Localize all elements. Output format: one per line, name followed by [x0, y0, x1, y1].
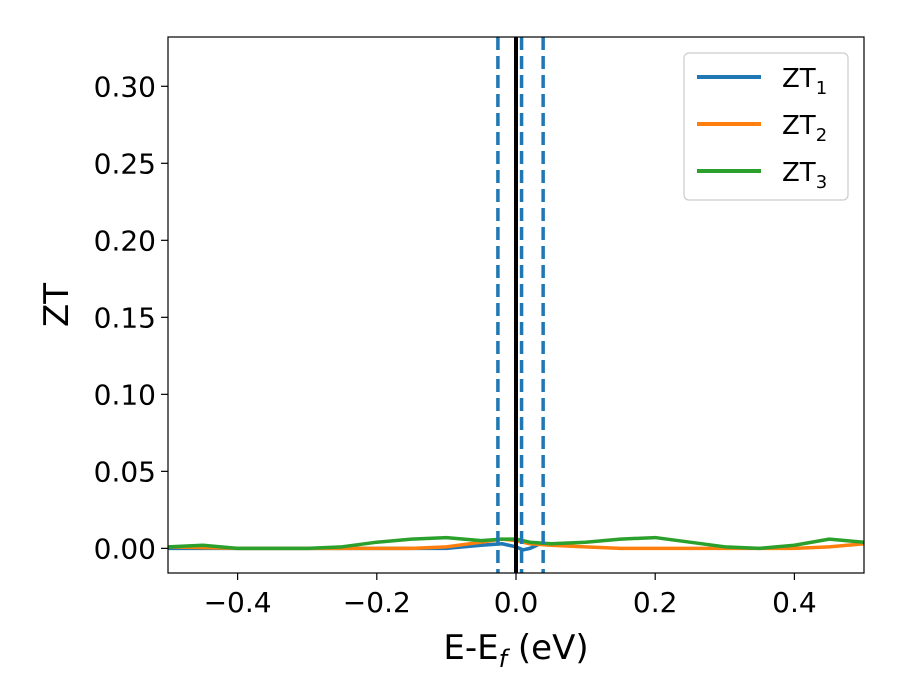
- x-tick-label: 0.2: [633, 586, 678, 619]
- legend-frame: [683, 52, 849, 201]
- x-tick-label: 0.4: [772, 586, 817, 619]
- x-axis-title-unit: (eV): [507, 628, 589, 668]
- y-tick-label: 0.15: [94, 301, 156, 334]
- y-tick-label: 0.25: [94, 147, 156, 180]
- legend: ZT1 ZT2 ZT3: [683, 52, 849, 201]
- legend-label-zt3: ZT3: [782, 158, 827, 193]
- x-tick-label: −0.4: [204, 586, 272, 619]
- x-tick-label: 0.0: [494, 586, 539, 619]
- legend-label-zt2: ZT2: [782, 111, 827, 146]
- x-axis-title: E-Ef (eV): [443, 628, 588, 673]
- y-axis-title: ZT: [37, 283, 77, 327]
- legend-label-zt1: ZT1: [782, 64, 827, 99]
- y-ticks: 0.00 0.05 0.10 0.15 0.20 0.25 0.30: [94, 70, 168, 565]
- x-ticks: −0.4 −0.2 0.0 0.2 0.4: [204, 573, 817, 619]
- y-tick-label: 0.05: [94, 455, 156, 488]
- y-tick-label: 0.20: [94, 224, 156, 257]
- y-tick-label: 0.00: [94, 532, 156, 565]
- y-tick-label: 0.30: [94, 70, 156, 103]
- x-tick-label: −0.2: [343, 586, 411, 619]
- y-tick-label: 0.10: [94, 378, 156, 411]
- vertical-lines-layer: [496, 37, 545, 573]
